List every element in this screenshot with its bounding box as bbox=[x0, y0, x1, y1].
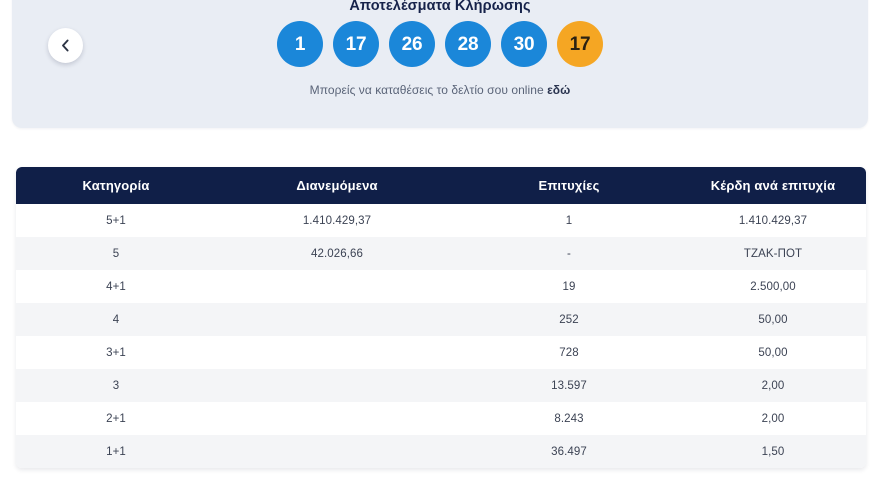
prize-table-body: 5+1 1.410.429,37 1 1.410.429,37 5 42.026,66 - Τ… bbox=[16, 204, 866, 468]
cell-category: 5 bbox=[112, 247, 120, 260]
cell-wins: - bbox=[567, 247, 571, 260]
cell-distributed: 42.026,66 bbox=[310, 247, 364, 260]
joker-ball: 17 bbox=[557, 21, 603, 67]
cell-category: 2+1 bbox=[106, 412, 126, 425]
cell-prize-per-win: 2.500,00 bbox=[750, 280, 796, 293]
cell-distributed bbox=[216, 402, 458, 435]
cell-category: 4 bbox=[112, 313, 120, 326]
table-row: 4 252 50,00 bbox=[16, 303, 866, 336]
table-header-row: Κατηγορία Διανεμόμενα Επιτυχίες Κέρδη αν… bbox=[16, 167, 866, 204]
table-row: 5 42.026,66 - ΤΖΑΚ-ΠΟΤ bbox=[16, 237, 866, 270]
cell-prize-per-win: ΤΖΑΚ-ΠΟΤ bbox=[743, 247, 803, 260]
column-header-prize-per-win: Κέρδη ανά επιτυχία bbox=[680, 167, 866, 204]
cell-category: 3 bbox=[112, 379, 120, 392]
cell-category: 4+1 bbox=[106, 280, 126, 293]
table-row: 3 13.597 2,00 bbox=[16, 369, 866, 402]
previous-draw-button[interactable] bbox=[48, 28, 83, 63]
cell-prize-per-win: 2,00 bbox=[761, 412, 785, 425]
table-row: 2+1 8.243 2,00 bbox=[16, 402, 866, 435]
cell-wins: 13.597 bbox=[551, 379, 587, 392]
number-ball: 26 bbox=[389, 21, 435, 67]
cell-distributed bbox=[216, 435, 458, 468]
cell-wins: 252 bbox=[559, 313, 579, 326]
cell-wins: 728 bbox=[559, 346, 579, 359]
column-header-category: Κατηγορία bbox=[16, 167, 216, 204]
prize-table-head: Κατηγορία Διανεμόμενα Επιτυχίες Κέρδη αν… bbox=[16, 167, 866, 204]
online-submission-note: Μπορείς να καταθέσεις το δελτίο σου onli… bbox=[12, 83, 868, 97]
cell-prize-per-win: 1.410.429,37 bbox=[738, 214, 808, 227]
table-row: 3+1 728 50,00 bbox=[16, 336, 866, 369]
cell-wins: 1 bbox=[565, 214, 573, 227]
cell-prize-per-win: 2,00 bbox=[761, 379, 785, 392]
number-ball: 30 bbox=[501, 21, 547, 67]
cell-distributed bbox=[216, 303, 458, 336]
cell-prize-per-win: 50,00 bbox=[758, 313, 788, 326]
cell-category: 1+1 bbox=[106, 445, 126, 458]
cell-wins: 19 bbox=[562, 280, 576, 293]
cell-distributed bbox=[216, 369, 458, 402]
cell-wins: 8.243 bbox=[554, 412, 584, 425]
column-header-wins: Επιτυχίες bbox=[458, 167, 680, 204]
submit-online-link[interactable]: εδώ bbox=[547, 83, 571, 97]
cell-prize-per-win: 50,00 bbox=[758, 346, 788, 359]
table-row: 4+1 19 2.500,00 bbox=[16, 270, 866, 303]
table-row: 5+1 1.410.429,37 1 1.410.429,37 bbox=[16, 204, 866, 237]
prize-table-container: Κατηγορία Διανεμόμενα Επιτυχίες Κέρδη αν… bbox=[16, 167, 866, 468]
page-title: Αποτελέσματα Κλήρωσης bbox=[349, 0, 531, 14]
number-ball: 28 bbox=[445, 21, 491, 67]
online-submission-text: Μπορείς να καταθέσεις το δελτίο σου onli… bbox=[309, 83, 548, 97]
cell-category: 5+1 bbox=[106, 214, 126, 227]
cell-prize-per-win: 1,50 bbox=[761, 445, 785, 458]
number-ball: 17 bbox=[333, 21, 379, 67]
number-ball: 1 bbox=[277, 21, 323, 67]
table-row: 1+1 36.497 1,50 bbox=[16, 435, 866, 468]
cell-wins: 36.497 bbox=[551, 445, 587, 458]
winning-numbers: 1 17 26 28 30 17 bbox=[12, 21, 868, 67]
chevron-left-icon bbox=[61, 39, 70, 52]
prize-breakdown-table: Κατηγορία Διανεμόμενα Επιτυχίες Κέρδη αν… bbox=[16, 167, 866, 468]
draw-results-card: Αποτελέσματα Κλήρωσης 1 17 26 28 30 17 Μπορεί… bbox=[12, 0, 868, 128]
cell-category: 3+1 bbox=[106, 346, 126, 359]
column-header-distributed: Διανεμόμενα bbox=[216, 167, 458, 204]
cell-distributed: 1.410.429,37 bbox=[302, 214, 372, 227]
cell-distributed bbox=[216, 270, 458, 303]
cell-distributed bbox=[216, 336, 458, 369]
